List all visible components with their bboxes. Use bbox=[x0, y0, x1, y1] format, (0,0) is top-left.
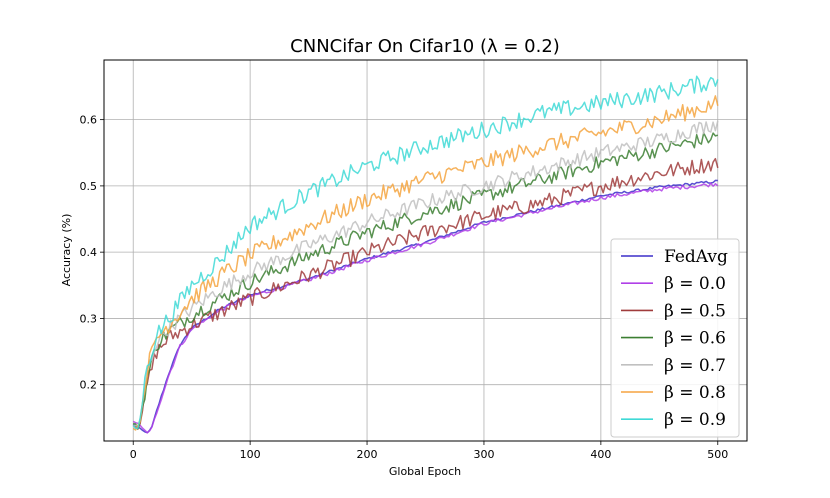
y-axis: 0.2 0.3 0.4 0.5 0.6 bbox=[80, 114, 104, 392]
legend-label: β = 0.7 bbox=[664, 356, 726, 376]
y-tick-label: 0.6 bbox=[80, 114, 98, 127]
y-tick-label: 0.5 bbox=[80, 180, 98, 193]
legend-box bbox=[610, 238, 740, 438]
legend-label: β = 0.0 bbox=[664, 274, 726, 294]
chart-title: CNNCifar On Cifar10 (λ = 0.2) bbox=[290, 36, 560, 57]
legend-label: β = 0.5 bbox=[664, 301, 726, 321]
x-tick-label: 0 bbox=[130, 448, 137, 461]
legend-label: β = 0.6 bbox=[664, 329, 726, 349]
series-line-5 bbox=[132, 95, 719, 431]
series-layer bbox=[132, 75, 719, 434]
x-axis: 0 100 200 300 400 500 bbox=[130, 441, 728, 461]
x-tick-label: 100 bbox=[240, 448, 261, 461]
series-line-4 bbox=[133, 120, 719, 427]
legend-label: β = 0.8 bbox=[664, 383, 726, 403]
y-tick-label: 0.4 bbox=[80, 246, 98, 259]
series-line-3 bbox=[133, 132, 719, 430]
x-tick-label: 500 bbox=[707, 448, 728, 461]
y-axis-label: Accuracy (%) bbox=[60, 214, 73, 287]
plot-frame bbox=[103, 59, 748, 442]
y-tick-label: 0.2 bbox=[80, 379, 98, 392]
x-axis-label: Global Epoch bbox=[389, 465, 461, 478]
series-line-6 bbox=[132, 75, 719, 430]
x-tick-label: 300 bbox=[473, 448, 494, 461]
x-tick-label: 400 bbox=[590, 448, 611, 461]
legend-label: β = 0.9 bbox=[664, 410, 726, 430]
y-tick-label: 0.3 bbox=[80, 312, 98, 325]
x-tick-label: 200 bbox=[357, 448, 378, 461]
series-line-2 bbox=[132, 157, 719, 430]
legend: FedAvg β = 0.0 β = 0.5 β = 0.6 β = 0.7 β = 0.… bbox=[610, 238, 740, 438]
legend-label: FedAvg bbox=[664, 247, 728, 267]
